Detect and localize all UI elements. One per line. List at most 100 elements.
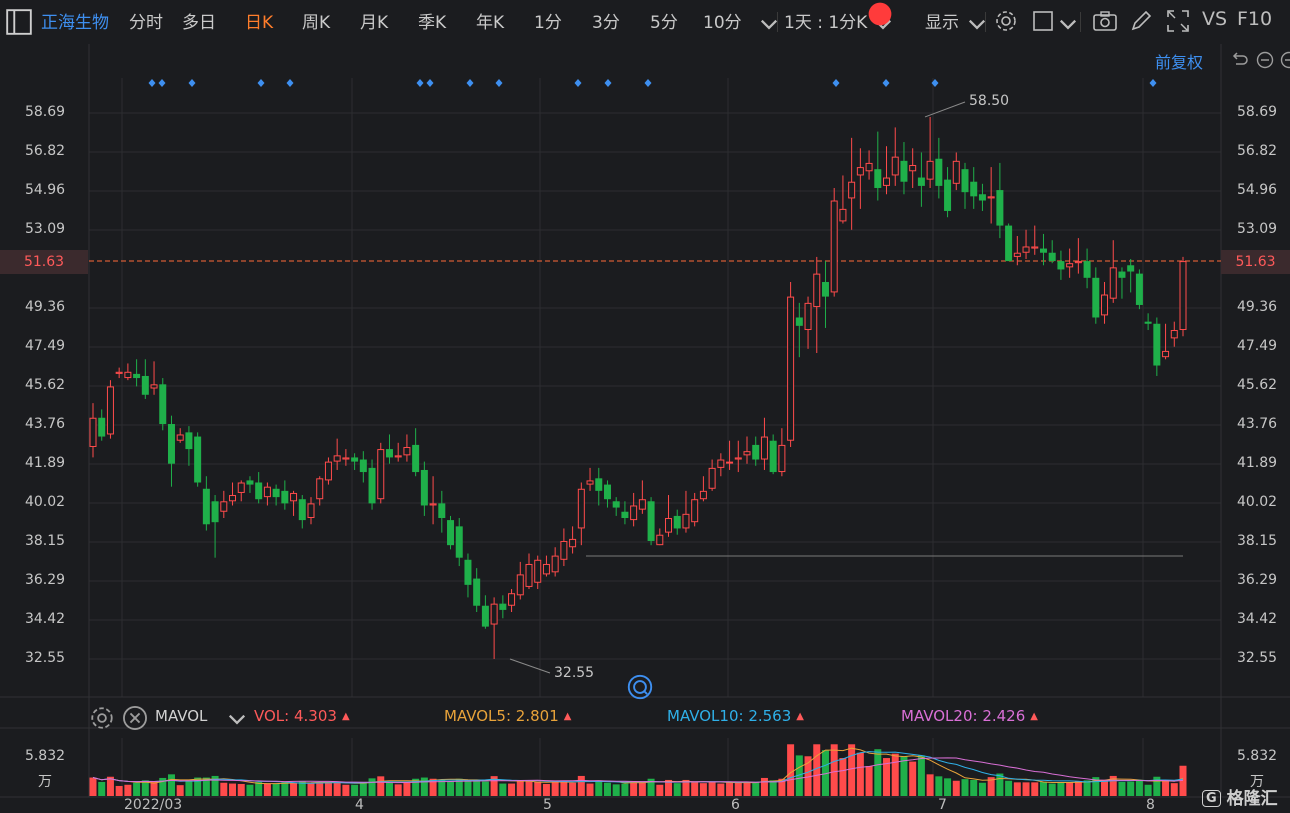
candle-body <box>237 482 245 493</box>
period-tab-1min[interactable]: 1分 <box>534 13 562 33</box>
volume-bar <box>638 781 646 796</box>
indicator-name[interactable]: MAVOL <box>155 707 208 725</box>
period-tab-quarterly[interactable]: 季K <box>418 13 447 33</box>
chart-grid <box>0 44 1290 798</box>
candle-body <box>795 317 803 326</box>
mavol5-label: MAVOL5: <box>444 707 512 725</box>
volume-bar <box>909 761 917 796</box>
volume-bar <box>848 744 856 796</box>
period-tab-timeshare[interactable]: 分时 <box>129 13 163 33</box>
mavol5-readout: MAVOL5: 2.801 ▲ <box>444 707 571 725</box>
zoom-out-icon[interactable] <box>1256 51 1274 69</box>
period-tab-5min[interactable]: 5分 <box>650 13 678 33</box>
volume-max-label-left: 5.832 <box>24 748 66 764</box>
gear-icon[interactable] <box>89 705 113 729</box>
volume-bar <box>298 781 306 796</box>
volume-bar <box>115 785 123 796</box>
candle-body <box>429 503 437 506</box>
volume-bar <box>290 783 298 796</box>
undo-icon[interactable] <box>1230 51 1248 69</box>
candle-body <box>944 179 952 211</box>
candle-body <box>673 515 681 529</box>
chevron-down-icon[interactable] <box>756 12 778 30</box>
color-square-icon[interactable] <box>1031 8 1057 34</box>
candle-body <box>1118 271 1126 278</box>
period-tab-weekly[interactable]: 周K <box>302 13 331 33</box>
period-tab-3min[interactable]: 3分 <box>592 13 620 33</box>
sidebar-toggle-icon[interactable] <box>6 9 32 35</box>
locate-icon[interactable] <box>627 674 653 700</box>
toolbar-divider <box>1080 12 1081 32</box>
period-tab-multiday[interactable]: 多日 <box>182 13 216 33</box>
candle-body <box>194 436 202 483</box>
event-marker-icon <box>286 79 294 87</box>
mavol20-label: MAVOL20: <box>901 707 978 725</box>
volume-bar <box>202 777 210 796</box>
candle-body <box>926 160 934 180</box>
candle-body <box>394 455 402 458</box>
volume-bar <box>342 784 350 796</box>
chevron-down-icon[interactable] <box>1055 12 1077 30</box>
display-menu[interactable]: 显示 <box>925 13 959 33</box>
volume-bar <box>778 778 786 796</box>
candle-body <box>1083 261 1091 278</box>
interval-selector[interactable]: 1天 : 1分K <box>784 13 868 33</box>
volume-bar <box>106 776 114 796</box>
price-adjust-selector[interactable]: 前复权 <box>1155 53 1204 72</box>
price-tick-right: 56.82 <box>1236 143 1278 159</box>
period-tab-monthly[interactable]: 月K <box>360 13 389 33</box>
candle-body <box>734 457 742 460</box>
volume-bar <box>351 784 359 796</box>
volume-bar <box>534 781 542 796</box>
candle-series <box>89 101 1187 674</box>
f10-button[interactable]: F10 <box>1237 8 1273 30</box>
close-icon[interactable] <box>122 705 147 730</box>
candle-body <box>560 540 568 560</box>
candle-body <box>255 482 263 500</box>
event-markers <box>148 79 1157 87</box>
fullscreen-icon[interactable] <box>1165 8 1191 34</box>
volume-bar <box>359 781 367 796</box>
candle-body <box>333 455 341 462</box>
volume-bar <box>281 782 289 796</box>
candle-body <box>403 446 411 456</box>
volume-unit-label-right: 万 <box>1250 774 1264 790</box>
pencil-icon[interactable] <box>1128 8 1154 34</box>
period-tab-daily[interactable]: 日K <box>245 13 274 33</box>
volume-bar <box>1022 782 1030 796</box>
volume-bar <box>255 781 263 796</box>
volume-bar <box>438 779 446 796</box>
volume-bar <box>1170 783 1178 796</box>
zoom-in-icon[interactable] <box>1280 51 1290 69</box>
volume-bar <box>246 784 254 796</box>
toolbar-divider <box>985 12 986 32</box>
chevron-down-icon[interactable] <box>964 12 986 30</box>
volume-bar <box>176 785 184 796</box>
candle-body <box>89 417 97 447</box>
watermark-logo: G 格隆汇 <box>1202 784 1278 809</box>
camera-icon[interactable] <box>1092 8 1118 34</box>
candle-body <box>1179 261 1187 331</box>
period-tab-yearly[interactable]: 年K <box>476 13 505 33</box>
candle-body <box>708 467 716 489</box>
volume-bar <box>473 779 481 796</box>
chevron-down-icon[interactable] <box>224 707 246 725</box>
period-tab-10min[interactable]: 10分 <box>703 13 742 33</box>
volume-indicator-bar: MAVOL VOL: 4.303 ▲ MAVOL5: 2.801 ▲ MAVOL10… <box>0 704 1290 730</box>
stock-name[interactable]: 正海生物 <box>41 13 109 33</box>
candle-body <box>220 501 228 512</box>
candle-body <box>351 457 359 462</box>
gear-icon[interactable] <box>993 8 1019 34</box>
candle-body <box>691 499 699 523</box>
vs-button[interactable]: VS <box>1202 8 1228 30</box>
volume-bar <box>874 749 882 796</box>
candle-body <box>412 444 420 473</box>
candle-body <box>769 440 777 473</box>
candle-body <box>1022 246 1030 253</box>
candle-body <box>1170 330 1178 339</box>
candle-body <box>856 167 864 176</box>
candle-body <box>638 499 646 510</box>
candle-body <box>298 499 306 521</box>
volume-bar <box>394 784 402 796</box>
